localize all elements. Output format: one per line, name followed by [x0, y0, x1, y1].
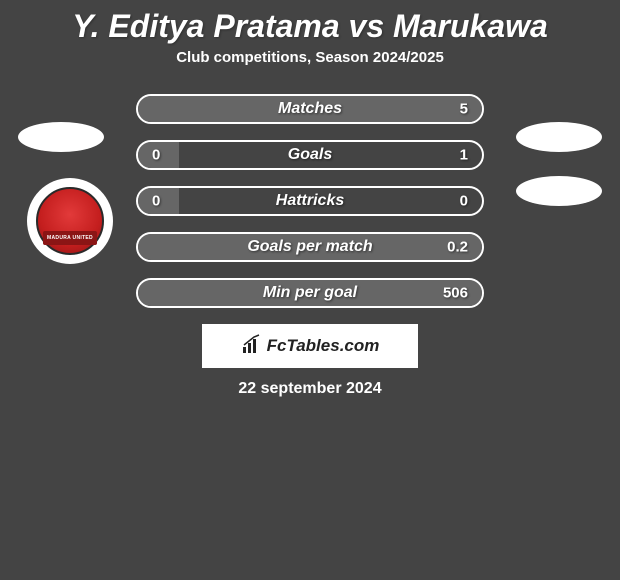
brand-text: FcTables.com [267, 336, 380, 356]
stat-label: Goals [288, 146, 332, 164]
stat-label: Hattricks [276, 192, 344, 210]
stat-value-right: 0.2 [447, 239, 468, 256]
stat-label: Min per goal [263, 284, 357, 302]
stat-label: Matches [278, 100, 342, 118]
date-text: 22 september 2024 [0, 380, 620, 398]
stat-bar: Min per goal 506 [136, 278, 484, 308]
stat-bar: Matches 5 [136, 94, 484, 124]
stat-bar: Hattricks 0 0 [136, 186, 484, 216]
subtitle: Club competitions, Season 2024/2025 [0, 49, 620, 66]
stat-value-left: 0 [152, 147, 160, 164]
stat-value-right: 0 [460, 193, 468, 210]
stat-row-goals: Goals 0 1 [136, 140, 484, 170]
page-title: Y. Editya Pratama vs Marukawa [0, 0, 620, 49]
stat-row-goals-per-match: Goals per match 0.2 [136, 232, 484, 262]
stat-value-right: 506 [443, 285, 468, 302]
stat-row-matches: Matches 5 [136, 94, 484, 124]
stat-value-left: 0 [152, 193, 160, 210]
chart-icon [241, 333, 263, 360]
stat-label: Goals per match [247, 238, 372, 256]
stat-bar: Goals 0 1 [136, 140, 484, 170]
stats-area: Matches 5 Goals 0 1 Hattricks 0 0 [0, 94, 620, 308]
stat-bar: Goals per match 0.2 [136, 232, 484, 262]
brand-box: FcTables.com [202, 324, 418, 368]
stat-value-right: 5 [460, 101, 468, 118]
stat-value-right: 1 [460, 147, 468, 164]
stat-row-min-per-goal: Min per goal 506 [136, 278, 484, 308]
stat-row-hattricks: Hattricks 0 0 [136, 186, 484, 216]
